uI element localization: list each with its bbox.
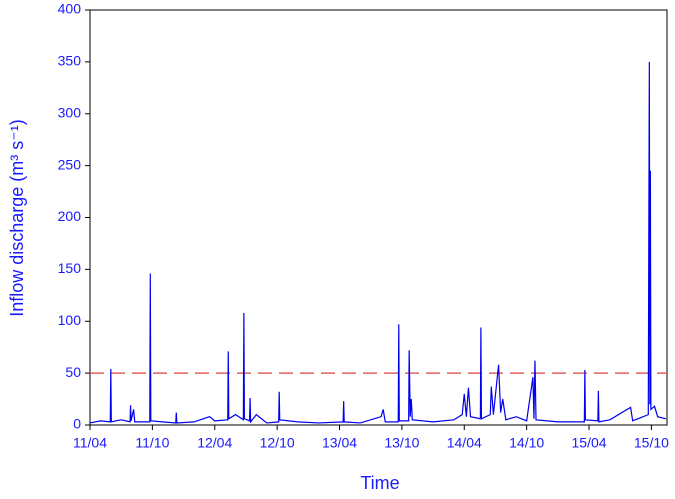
- x-tick-label: 15/04: [572, 435, 607, 451]
- x-tick-label: 13/10: [384, 435, 419, 451]
- x-axis-label: Time: [360, 473, 399, 493]
- plot-frame: [89, 9, 668, 426]
- x-tick-label: 14/10: [509, 435, 544, 451]
- y-tick-label: 50: [65, 364, 81, 380]
- y-tick-label: 250: [58, 156, 82, 172]
- x-tick-label: 14/04: [447, 435, 482, 451]
- y-tick-label: 0: [73, 416, 81, 432]
- y-tick-label: 100: [58, 312, 82, 328]
- x-tick-label: 12/04: [197, 435, 232, 451]
- x-tick-label: 13/04: [322, 435, 357, 451]
- y-tick-label: 400: [58, 1, 82, 17]
- x-tick-label: 12/10: [260, 435, 295, 451]
- y-tick-label: 200: [58, 208, 82, 224]
- series-line: [89, 61, 667, 424]
- y-tick-label: 300: [58, 104, 82, 120]
- y-axis-label: Inflow discharge (m³ s⁻¹): [7, 119, 27, 317]
- x-tick-label: 15/10: [634, 435, 669, 451]
- x-tick-label: 11/10: [135, 435, 169, 451]
- y-tick-label: 350: [58, 53, 82, 69]
- x-tick-label: 11/04: [73, 435, 107, 451]
- y-tick-label: 150: [58, 260, 82, 276]
